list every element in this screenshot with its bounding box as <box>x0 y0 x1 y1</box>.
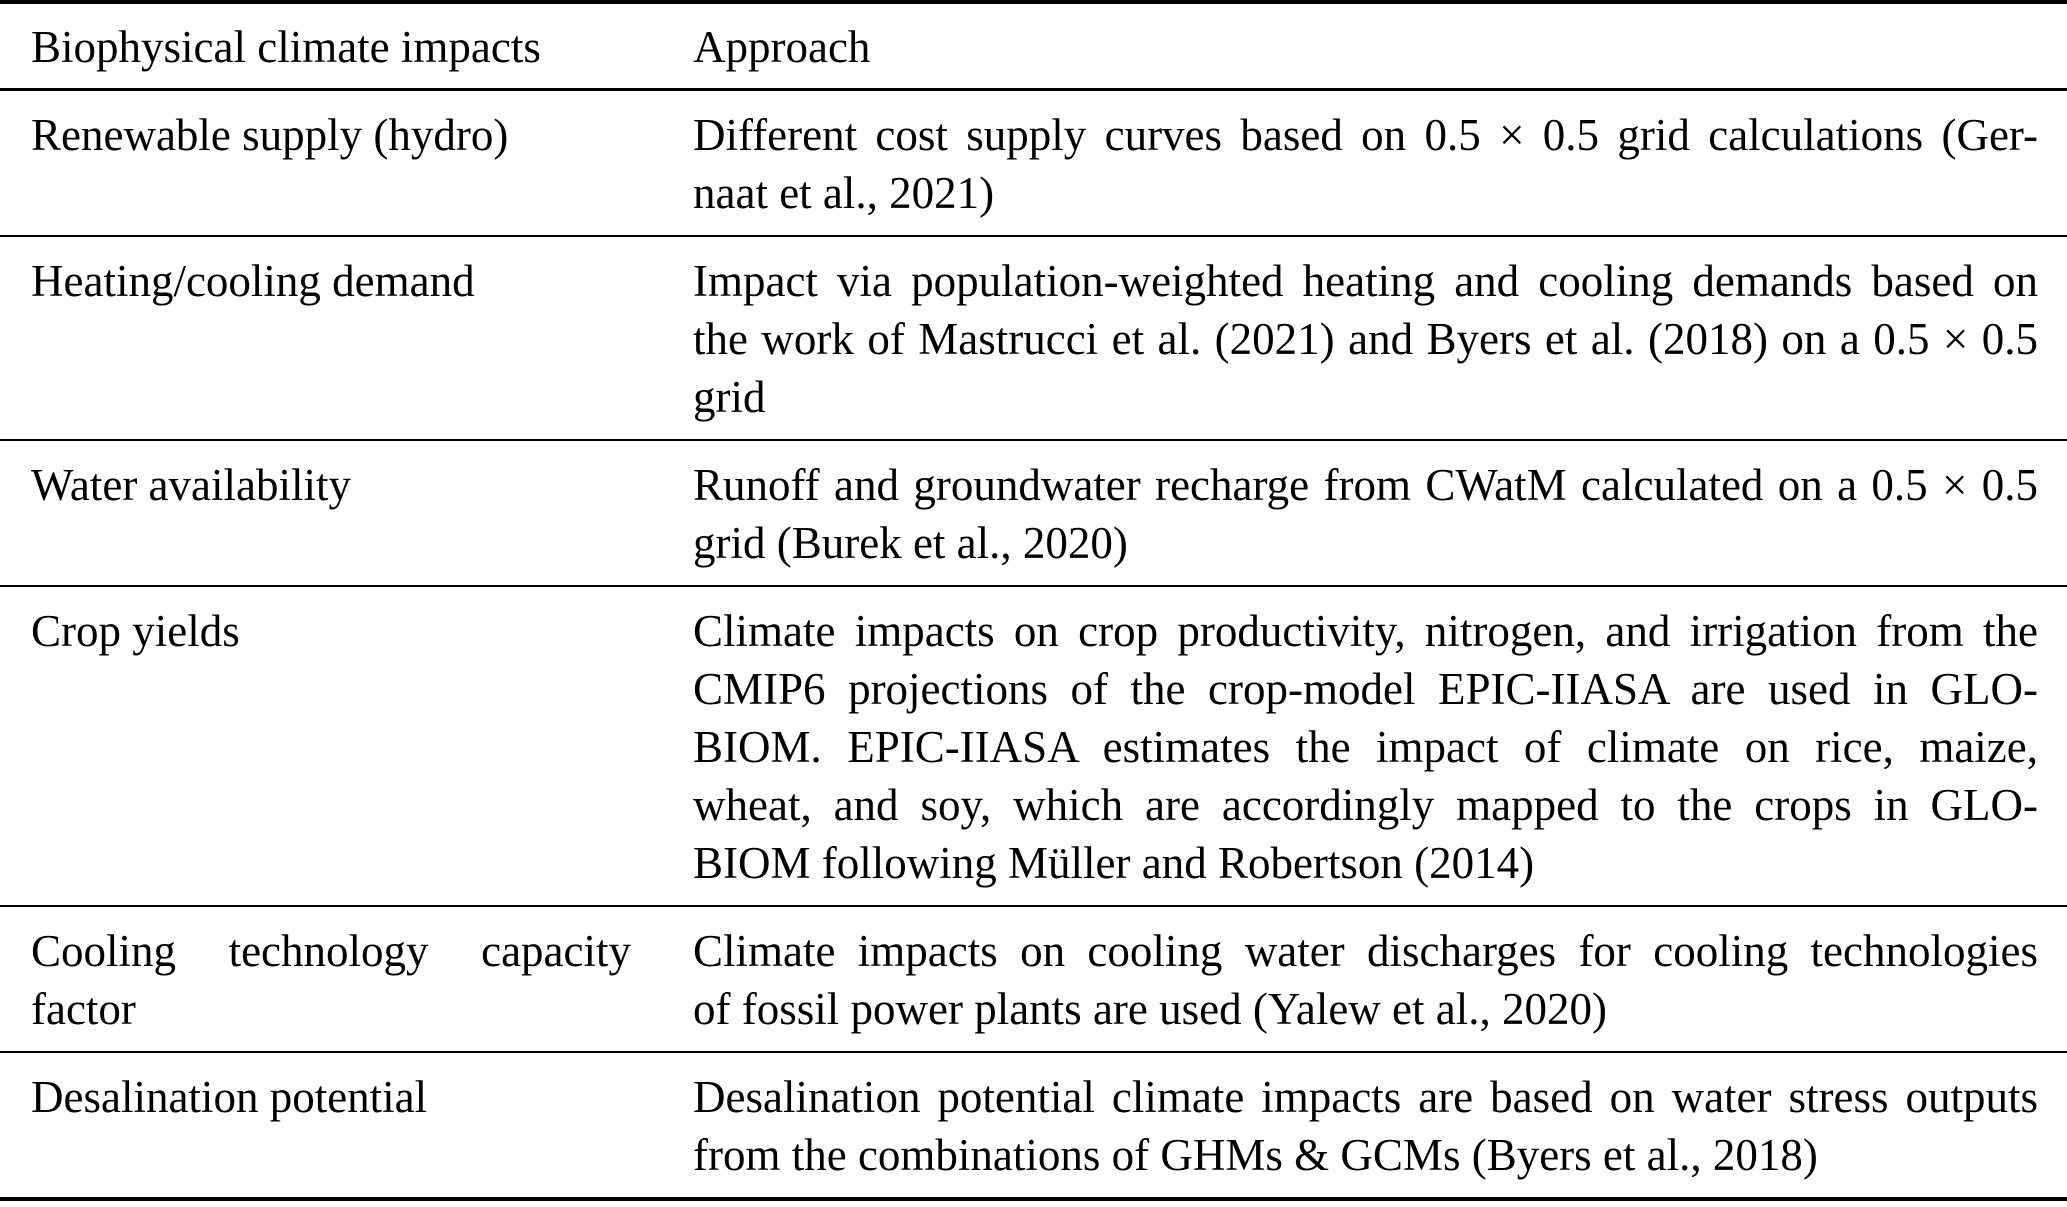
text-line: of fossil power plants are used (Yalew e… <box>693 984 1607 1034</box>
text-line: Climate impacts on crop productivity, ni… <box>693 606 2038 656</box>
impact-cell: Desalination potential <box>0 1068 631 1184</box>
text-line: Desalination potential <box>31 1072 428 1122</box>
table-header-row: Biophysical climate impacts Approach <box>0 4 2067 88</box>
column-header-approach: Approach <box>693 22 871 72</box>
impact-cell: Water availability <box>0 456 631 572</box>
header-cell-impacts: Biophysical climate impacts <box>0 18 631 76</box>
approach-cell: Runoff and groundwater recharge from CWa… <box>693 456 2038 572</box>
text-line: Renewable supply (hydro) <box>31 110 509 160</box>
text-line: Water availability <box>31 460 351 510</box>
text-line: naat et al., 2021) <box>693 168 995 218</box>
text-line: wheat, and soy, which are accordingly ma… <box>693 780 2038 830</box>
text-line: Runoff and groundwater recharge from CWa… <box>693 460 2038 510</box>
impact-cell: Renewable supply (hydro) <box>0 106 631 222</box>
text-line: Crop yields <box>31 606 240 656</box>
approach-cell: Climate impacts on cooling water dischar… <box>693 922 2038 1038</box>
text-line: BIOM following Müller and Robertson (201… <box>693 838 1535 888</box>
table-row: Desalination potential Desalination poten… <box>0 1051 2067 1197</box>
table-row: Renewable supply (hydro) Different cost s… <box>0 88 2067 235</box>
text-line: Cooling technology capacity <box>31 926 631 976</box>
text-line: grid <box>693 372 766 422</box>
impact-cell: Crop yields <box>0 602 631 892</box>
text-line: Different cost supply curves based on 0.… <box>693 110 2038 160</box>
text-line: Impact via population-weighted heating a… <box>693 256 2038 306</box>
text-line: Heating/cooling demand <box>31 256 475 306</box>
text-line: CMIP6 projections of the crop-model EPIC… <box>693 664 2038 714</box>
approach-cell: Climate impacts on crop productivity, ni… <box>693 602 2038 892</box>
text-line: the work of Mastrucci et al. (2021) and … <box>693 314 2038 364</box>
approach-cell: Impact via population-weighted heating a… <box>693 252 2038 426</box>
approach-cell: Desalination potential climate impacts a… <box>693 1068 2038 1184</box>
table-body: Renewable supply (hydro) Different cost s… <box>0 88 2067 1197</box>
text-line: BIOM. EPIC-IIASA estimates the impact of… <box>693 722 2038 772</box>
text-line: grid (Burek et al., 2020) <box>693 518 1128 568</box>
impact-cell: Cooling technology capacity factor <box>0 922 631 1038</box>
approach-cell: Different cost supply curves based on 0.… <box>693 106 2038 222</box>
text-line: Desalination potential climate impacts a… <box>693 1072 2038 1122</box>
table-row: Heating/cooling demand Impact via populat… <box>0 235 2067 439</box>
text-line: factor <box>31 984 136 1034</box>
header-cell-approach: Approach <box>693 18 2038 76</box>
text-line: from the combinations of GHMs & GCMs (By… <box>693 1130 1818 1180</box>
table-row: Cooling technology capacity factor Climate… <box>0 905 2067 1051</box>
impact-cell: Heating/cooling demand <box>0 252 631 426</box>
table-row: Water availability Runoff and groundwater… <box>0 439 2067 585</box>
table-row: Crop yields Climate impacts on crop produ… <box>0 585 2067 905</box>
text-line: Climate impacts on cooling water dischar… <box>693 926 2038 976</box>
column-header-impacts: Biophysical climate impacts <box>31 22 541 72</box>
